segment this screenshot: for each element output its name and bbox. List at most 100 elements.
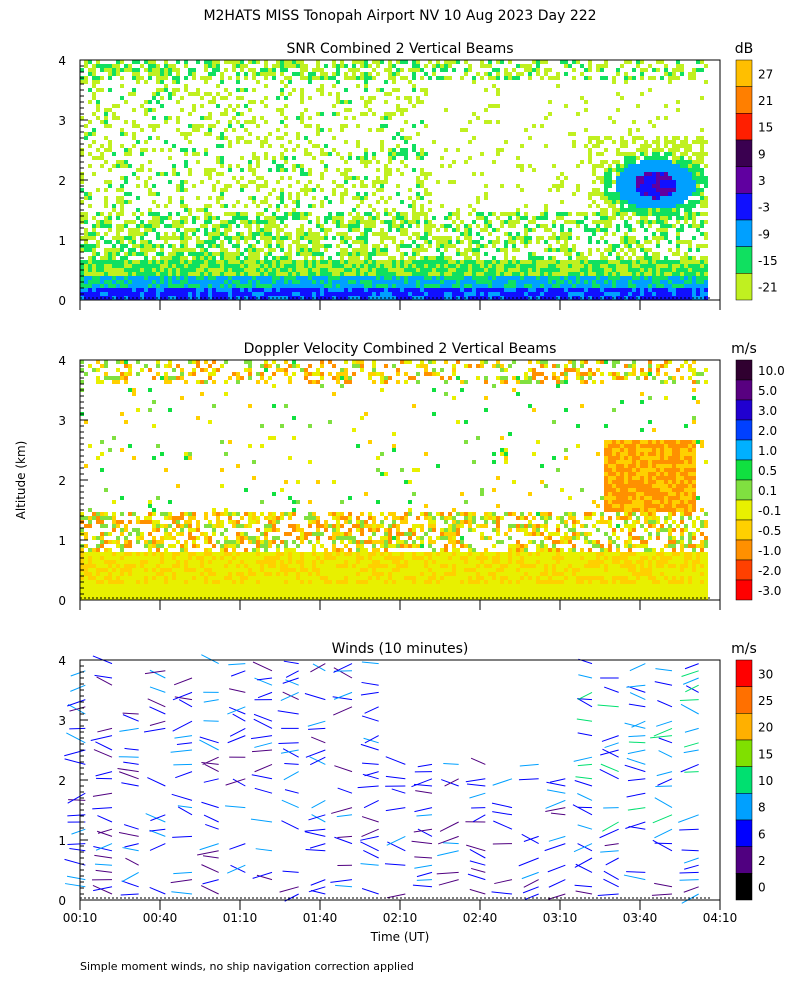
doppler-cell	[84, 564, 88, 568]
snr-cell	[204, 212, 208, 216]
snr-cell	[700, 192, 704, 196]
snr-cell	[316, 288, 320, 292]
snr-cell	[264, 216, 268, 220]
snr-cell	[284, 260, 288, 264]
snr-cell	[604, 256, 608, 260]
snr-cell	[676, 136, 680, 140]
snr-cell	[416, 196, 420, 200]
snr-cell	[112, 204, 116, 208]
snr-cell	[672, 152, 676, 156]
snr-cell	[176, 60, 180, 64]
snr-cell	[84, 264, 88, 268]
doppler-cell	[84, 588, 88, 592]
snr-cell	[644, 208, 648, 212]
snr-cell	[252, 276, 256, 280]
snr-cell	[152, 288, 156, 292]
snr-cell	[192, 288, 196, 292]
snr-cell	[92, 284, 96, 288]
snr-cell	[452, 288, 456, 292]
snr-cell	[640, 200, 644, 204]
snr-cell	[656, 160, 660, 164]
snr-cell	[100, 268, 104, 272]
snr-cell	[168, 68, 172, 72]
snr-cell	[440, 268, 444, 272]
snr-cell	[576, 60, 580, 64]
snr-cell	[468, 140, 472, 144]
snr-cell	[612, 208, 616, 212]
snr-cell	[536, 68, 540, 72]
doppler-cell	[164, 528, 168, 532]
snr-cell	[336, 244, 340, 248]
snr-cell	[688, 176, 692, 180]
snr-cell	[628, 292, 632, 296]
snr-cell	[220, 272, 224, 276]
snr-cell	[680, 140, 684, 144]
snr-cell	[228, 288, 232, 292]
snr-cell	[156, 272, 160, 276]
snr-cell	[564, 60, 568, 64]
doppler-cell	[148, 592, 152, 596]
doppler-cell	[112, 540, 116, 544]
snr-cell	[384, 180, 388, 184]
snr-cell	[188, 172, 192, 176]
snr-cell	[580, 212, 584, 216]
snr-cell	[168, 284, 172, 288]
snr-cell	[444, 60, 448, 64]
snr-cell	[612, 292, 616, 296]
snr-cell	[576, 224, 580, 228]
snr-cell	[380, 88, 384, 92]
snr-cell	[568, 228, 572, 232]
snr-cell	[276, 204, 280, 208]
snr-cell	[576, 260, 580, 264]
snr-cell	[612, 260, 616, 264]
snr-cell	[168, 148, 172, 152]
snr-cell	[404, 108, 408, 112]
snr-cell	[448, 276, 452, 280]
snr-cell	[648, 220, 652, 224]
snr-cell	[704, 64, 708, 68]
snr-cell	[288, 252, 292, 256]
snr-cell	[680, 68, 684, 72]
snr-cell	[320, 244, 324, 248]
snr-cell	[124, 176, 128, 180]
snr-cell	[412, 204, 416, 208]
snr-cell	[416, 68, 420, 72]
snr-cell	[344, 176, 348, 180]
snr-cell	[164, 276, 168, 280]
snr-cell	[556, 84, 560, 88]
snr-cell	[92, 272, 96, 276]
snr-cell	[424, 88, 428, 92]
snr-cell	[88, 280, 92, 284]
snr-cell	[448, 64, 452, 68]
snr-cell	[244, 284, 248, 288]
doppler-cell	[128, 556, 132, 560]
snr-cell	[656, 140, 660, 144]
snr-cell	[220, 80, 224, 84]
snr-cell	[588, 264, 592, 268]
snr-cell	[232, 60, 236, 64]
snr-cell	[308, 276, 312, 280]
snr-cell	[684, 216, 688, 220]
snr-cell	[592, 276, 596, 280]
snr-cell	[484, 292, 488, 296]
snr-cell	[364, 228, 368, 232]
snr-cell	[548, 228, 552, 232]
snr-cell	[676, 236, 680, 240]
doppler-cell	[80, 588, 84, 592]
snr-cell	[80, 68, 84, 72]
snr-cell	[592, 200, 596, 204]
snr-cell	[692, 260, 696, 264]
snr-cell	[240, 212, 244, 216]
snr-cell	[264, 140, 268, 144]
snr-cell	[556, 284, 560, 288]
snr-cell	[584, 292, 588, 296]
snr-cell	[264, 240, 268, 244]
snr-cell	[548, 188, 552, 192]
snr-cell	[80, 236, 84, 240]
snr-cell	[688, 156, 692, 160]
snr-cell	[536, 284, 540, 288]
snr-cell	[224, 188, 228, 192]
snr-cell	[332, 292, 336, 296]
snr-cell	[232, 116, 236, 120]
snr-cell	[632, 252, 636, 256]
